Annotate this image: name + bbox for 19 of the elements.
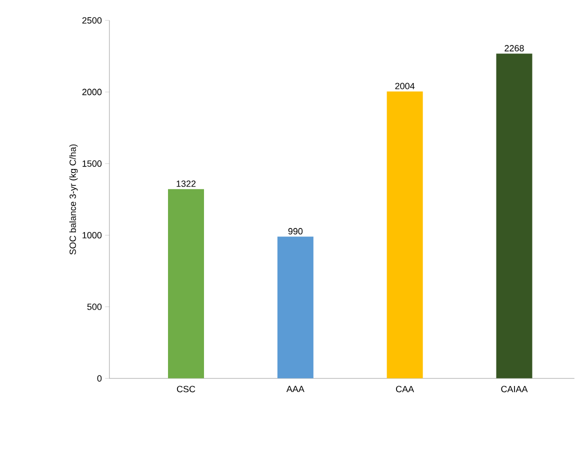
y-tick-label: 1000 (82, 232, 102, 238)
data-label: 990 (288, 228, 303, 234)
data-label: 2268 (504, 45, 524, 52)
x-tick-label: CAIAA (501, 386, 528, 392)
y-tick-label: 0 (97, 375, 102, 382)
y-tick-label: 2000 (82, 88, 102, 96)
x-tick-label: CAA (396, 386, 414, 392)
y-axis-title: SOC balance 3-yr (kg C/ha) (69, 144, 78, 255)
bar (168, 189, 204, 378)
bar (277, 236, 314, 378)
x-tick-label: AAA (286, 386, 304, 392)
data-label: 2004 (395, 82, 415, 90)
x-tick-label: CSC (176, 386, 196, 392)
bar (496, 54, 532, 378)
bar (386, 91, 423, 378)
y-tick-label: 500 (87, 304, 102, 310)
y-tick-label: 1500 (82, 160, 102, 167)
data-label: 1322 (176, 180, 196, 187)
y-tick-label: 2500 (82, 17, 102, 24)
